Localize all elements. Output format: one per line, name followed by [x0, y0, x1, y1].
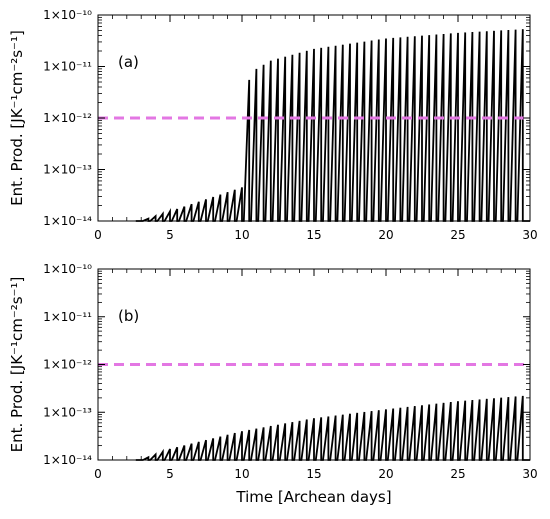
panel-b-x-axis-title: Time [Archean days]: [235, 488, 391, 506]
x-tick-label: 30: [522, 467, 537, 481]
panel-a-x-ticks: 0 5 10 15 20 25 30: [94, 15, 538, 242]
x-tick-label: 25: [450, 228, 465, 242]
x-tick-label: 20: [378, 228, 393, 242]
x-tick-label: 25: [450, 467, 465, 481]
y-tick-label: 1×10⁻¹³: [43, 405, 92, 419]
panel-a-y-ticks: 1×10⁻¹⁴ 1×10⁻¹³ 1×10⁻¹² 1×10⁻¹¹ 1×10⁻¹⁰: [43, 8, 530, 228]
y-tick-label: 1×10⁻¹⁴: [43, 453, 92, 467]
panel-a-series-line: [135, 29, 530, 222]
y-tick-label: 1×10⁻¹²: [43, 358, 92, 372]
y-tick-label: 1×10⁻¹²: [43, 111, 92, 125]
x-tick-label: 15: [306, 467, 321, 481]
x-tick-label: 0: [94, 228, 102, 242]
x-tick-label: 10: [234, 467, 249, 481]
panel-b-y-axis-title: Ent. Prod. [JK⁻¹cm⁻²s⁻¹]: [8, 277, 26, 453]
panel-a-y-axis-title: Ent. Prod. [JK⁻¹cm⁻²s⁻¹]: [8, 30, 26, 206]
y-tick-label: 1×10⁻¹³: [43, 163, 92, 177]
panel-a-label: (a): [118, 53, 139, 71]
panel-a: 1×10⁻¹⁴ 1×10⁻¹³ 1×10⁻¹² 1×10⁻¹¹ 1×10⁻¹⁰ 0 5 10…: [8, 8, 538, 242]
x-tick-label: 5: [166, 467, 174, 481]
y-tick-label: 1×10⁻¹¹: [43, 60, 92, 74]
x-tick-label: 5: [166, 228, 174, 242]
panel-a-series: [135, 29, 530, 222]
panel-b-y-ticks: 1×10⁻¹⁴ 1×10⁻¹³ 1×10⁻¹² 1×10⁻¹¹ 1×10⁻¹⁰: [43, 262, 530, 467]
panel-b-series-line: [135, 395, 530, 461]
x-tick-label: 0: [94, 467, 102, 481]
x-tick-label: 15: [306, 228, 321, 242]
y-tick-label: 1×10⁻¹¹: [43, 310, 92, 324]
panel-b-x-ticks: 0 5 10 15 20 25 30: [94, 269, 538, 481]
panel-b-series: [135, 395, 530, 461]
y-tick-label: 1×10⁻¹⁰: [43, 8, 92, 22]
panel-b-label: (b): [118, 307, 139, 325]
x-tick-label: 30: [522, 228, 537, 242]
panel-b: 1×10⁻¹⁴ 1×10⁻¹³ 1×10⁻¹² 1×10⁻¹¹ 1×10⁻¹⁰ 0 5 10…: [8, 262, 538, 506]
y-tick-label: 1×10⁻¹⁰: [43, 262, 92, 276]
x-tick-label: 20: [378, 467, 393, 481]
x-tick-label: 10: [234, 228, 249, 242]
y-tick-label: 1×10⁻¹⁴: [43, 214, 92, 228]
